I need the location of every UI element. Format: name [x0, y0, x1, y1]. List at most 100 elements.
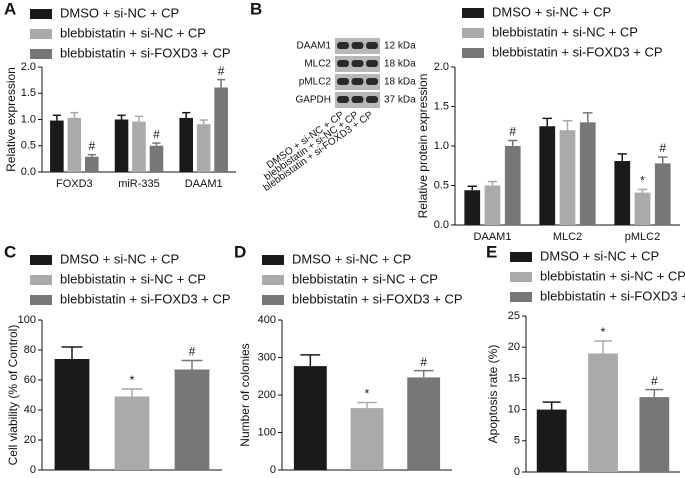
- blot-band: [351, 60, 364, 67]
- y-tick-label: 100: [18, 314, 36, 326]
- legend-label: blebbistatin + si-FOXD3 + CP: [60, 45, 231, 60]
- significance-mark: #: [88, 139, 95, 153]
- blot-protein: MLC2: [304, 59, 331, 70]
- significance-mark: #: [509, 125, 516, 139]
- blot-protein: GAPDH: [295, 95, 331, 106]
- blot-protein: DAAM1: [297, 41, 332, 52]
- legend-label: blebbistatin + si-NC + CP: [292, 271, 438, 286]
- x-tick-label: DAAM1: [474, 231, 512, 243]
- blot-band: [366, 96, 378, 103]
- legend-swatch: [462, 8, 484, 18]
- blot-band: [366, 78, 378, 85]
- y-tick-label: 0: [30, 464, 36, 476]
- panel-letter: D: [234, 242, 246, 261]
- significance-mark: #: [651, 374, 658, 388]
- y-tick-label: 200: [258, 389, 276, 401]
- legend-swatch: [510, 252, 532, 262]
- legend-label: DMSO + si-NC + CP: [492, 4, 611, 19]
- y-tick-label: 1.5: [434, 100, 449, 112]
- bar: [85, 156, 99, 172]
- bar: [132, 121, 146, 172]
- bar: [588, 353, 618, 472]
- legend-label: blebbistatin + si-NC + CP: [60, 271, 206, 286]
- legend-swatch: [262, 295, 284, 305]
- blot-band: [366, 60, 378, 67]
- bar: [464, 190, 481, 225]
- y-tick-label: 2.0: [434, 61, 449, 73]
- legend-label: blebbistatin + si-FOXD3 + CP: [292, 291, 463, 306]
- bar: [67, 117, 82, 172]
- significance-mark: *: [601, 325, 606, 339]
- bar: [114, 119, 129, 172]
- legend-label: blebbistatin + si-FOXD3 + CP: [60, 291, 231, 306]
- legend-label: blebbistatin + si-NC + CP: [60, 25, 206, 40]
- y-axis-label: Apoptosis rate (%): [486, 345, 500, 444]
- significance-mark: #: [420, 355, 427, 369]
- y-tick-label: 0.5: [434, 179, 449, 191]
- y-tick-label: 60: [24, 374, 36, 386]
- bar: [654, 163, 671, 225]
- y-tick-label: 0.5: [21, 140, 36, 152]
- significance-mark: #: [218, 64, 225, 78]
- bar: [114, 396, 150, 470]
- y-tick-label: 20: [508, 341, 520, 353]
- y-tick-label: 20: [24, 434, 36, 446]
- panel-letter: C: [4, 242, 16, 261]
- legend-swatch: [462, 48, 484, 58]
- bar: [539, 126, 556, 225]
- blot-band: [337, 60, 349, 67]
- bar: [179, 117, 193, 172]
- blot-size: 18 kDa: [384, 59, 416, 70]
- blot-band: [351, 96, 364, 103]
- bar: [293, 366, 327, 470]
- bar: [50, 120, 64, 172]
- y-tick-label: 5: [514, 435, 520, 447]
- bar: [214, 87, 228, 172]
- bar: [350, 408, 384, 470]
- panel-letter: B: [250, 0, 262, 18]
- legend-swatch: [30, 255, 52, 265]
- y-tick-label: 25: [508, 310, 520, 322]
- y-tick-label: 0.0: [21, 166, 36, 178]
- y-tick-label: 0.0: [434, 219, 449, 231]
- bar: [504, 146, 521, 225]
- legend-label: DMSO + si-NC + CP: [60, 5, 179, 20]
- blot-band: [351, 42, 364, 49]
- legend-swatch: [510, 272, 532, 282]
- y-axis-label: Cell viability (% of Control): [6, 325, 20, 466]
- y-tick-label: 1.0: [434, 140, 449, 152]
- panel-letter: A: [4, 0, 16, 18]
- legend-swatch: [462, 28, 484, 38]
- bar: [614, 161, 631, 225]
- blot-protein: pMLC2: [299, 77, 332, 88]
- x-tick-label: DAAM1: [185, 178, 223, 190]
- blot-size: 37 kDa: [384, 95, 416, 106]
- y-tick-label: 400: [258, 314, 276, 326]
- bar: [174, 369, 210, 470]
- legend-swatch: [262, 275, 284, 285]
- y-tick-label: 15: [508, 372, 520, 384]
- bar: [407, 377, 441, 470]
- legend-label: DMSO + si-NC + CP: [540, 248, 659, 263]
- y-axis-label: Relative expression: [4, 67, 18, 172]
- legend-swatch: [30, 9, 52, 19]
- significance-mark: *: [640, 174, 645, 188]
- legend-label: blebbistatin + si-FOXD3 + CP: [540, 288, 685, 303]
- legend-swatch: [262, 255, 284, 265]
- panel-letter: E: [486, 242, 497, 261]
- significance-mark: *: [365, 387, 370, 401]
- legend-label: blebbistatin + si-NC + CP: [540, 268, 685, 283]
- y-tick-label: 40: [24, 404, 36, 416]
- bar: [196, 124, 211, 172]
- x-tick-label: pMLC2: [625, 231, 660, 243]
- x-tick-label: FOXD3: [56, 178, 93, 190]
- y-tick-label: 1.5: [21, 87, 36, 99]
- bar: [559, 130, 576, 225]
- significance-mark: #: [659, 141, 666, 155]
- legend-label: blebbistatin + si-FOXD3 + CP: [492, 44, 663, 59]
- y-tick-label: 300: [258, 351, 276, 363]
- blot-size: 12 kDa: [384, 41, 416, 52]
- blot-band: [337, 96, 349, 103]
- blot-band: [337, 78, 349, 85]
